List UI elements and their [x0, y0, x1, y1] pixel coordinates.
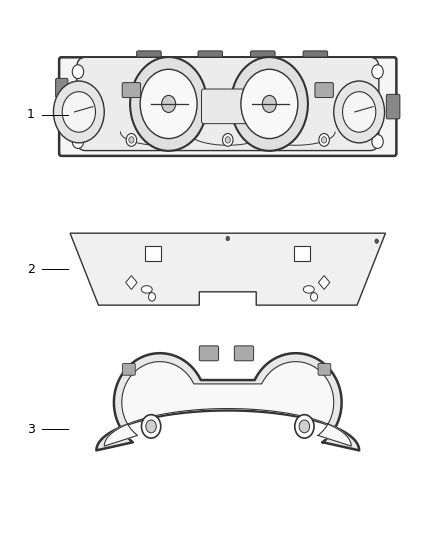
- FancyBboxPatch shape: [303, 51, 328, 63]
- Circle shape: [375, 239, 378, 243]
- Circle shape: [146, 420, 156, 433]
- FancyBboxPatch shape: [198, 51, 223, 63]
- Circle shape: [311, 293, 318, 301]
- Circle shape: [129, 136, 134, 143]
- Text: 1: 1: [27, 108, 35, 121]
- Ellipse shape: [141, 286, 152, 293]
- Circle shape: [372, 134, 383, 148]
- Bar: [294, 246, 310, 261]
- Polygon shape: [318, 276, 330, 289]
- Circle shape: [126, 133, 137, 146]
- Circle shape: [72, 65, 84, 78]
- Bar: [145, 246, 161, 261]
- Circle shape: [223, 133, 233, 146]
- FancyBboxPatch shape: [318, 364, 331, 375]
- Polygon shape: [104, 361, 351, 446]
- Circle shape: [262, 95, 276, 112]
- Circle shape: [226, 237, 230, 241]
- Ellipse shape: [303, 286, 314, 293]
- Circle shape: [148, 293, 155, 301]
- FancyBboxPatch shape: [199, 346, 219, 361]
- FancyBboxPatch shape: [59, 57, 396, 156]
- Circle shape: [372, 65, 383, 78]
- Circle shape: [334, 81, 385, 143]
- Circle shape: [225, 136, 230, 143]
- Circle shape: [141, 415, 161, 438]
- FancyBboxPatch shape: [122, 83, 141, 98]
- FancyBboxPatch shape: [77, 57, 379, 150]
- Circle shape: [130, 57, 207, 151]
- FancyBboxPatch shape: [56, 78, 68, 98]
- FancyBboxPatch shape: [123, 364, 135, 375]
- Text: 3: 3: [27, 423, 35, 435]
- Polygon shape: [126, 276, 137, 289]
- FancyBboxPatch shape: [234, 346, 254, 361]
- Polygon shape: [70, 233, 385, 305]
- Circle shape: [319, 133, 329, 146]
- Circle shape: [241, 69, 298, 139]
- Circle shape: [53, 81, 104, 143]
- Circle shape: [162, 95, 176, 112]
- Text: 2: 2: [27, 263, 35, 276]
- Circle shape: [295, 415, 314, 438]
- Circle shape: [72, 134, 84, 148]
- Circle shape: [231, 57, 308, 151]
- FancyBboxPatch shape: [315, 83, 333, 98]
- FancyBboxPatch shape: [201, 89, 254, 124]
- Circle shape: [343, 92, 376, 132]
- Circle shape: [321, 136, 327, 143]
- Circle shape: [299, 420, 310, 433]
- FancyBboxPatch shape: [251, 51, 275, 63]
- FancyBboxPatch shape: [137, 51, 161, 63]
- Polygon shape: [96, 353, 359, 450]
- FancyBboxPatch shape: [386, 94, 400, 119]
- Circle shape: [140, 69, 197, 139]
- Circle shape: [62, 92, 95, 132]
